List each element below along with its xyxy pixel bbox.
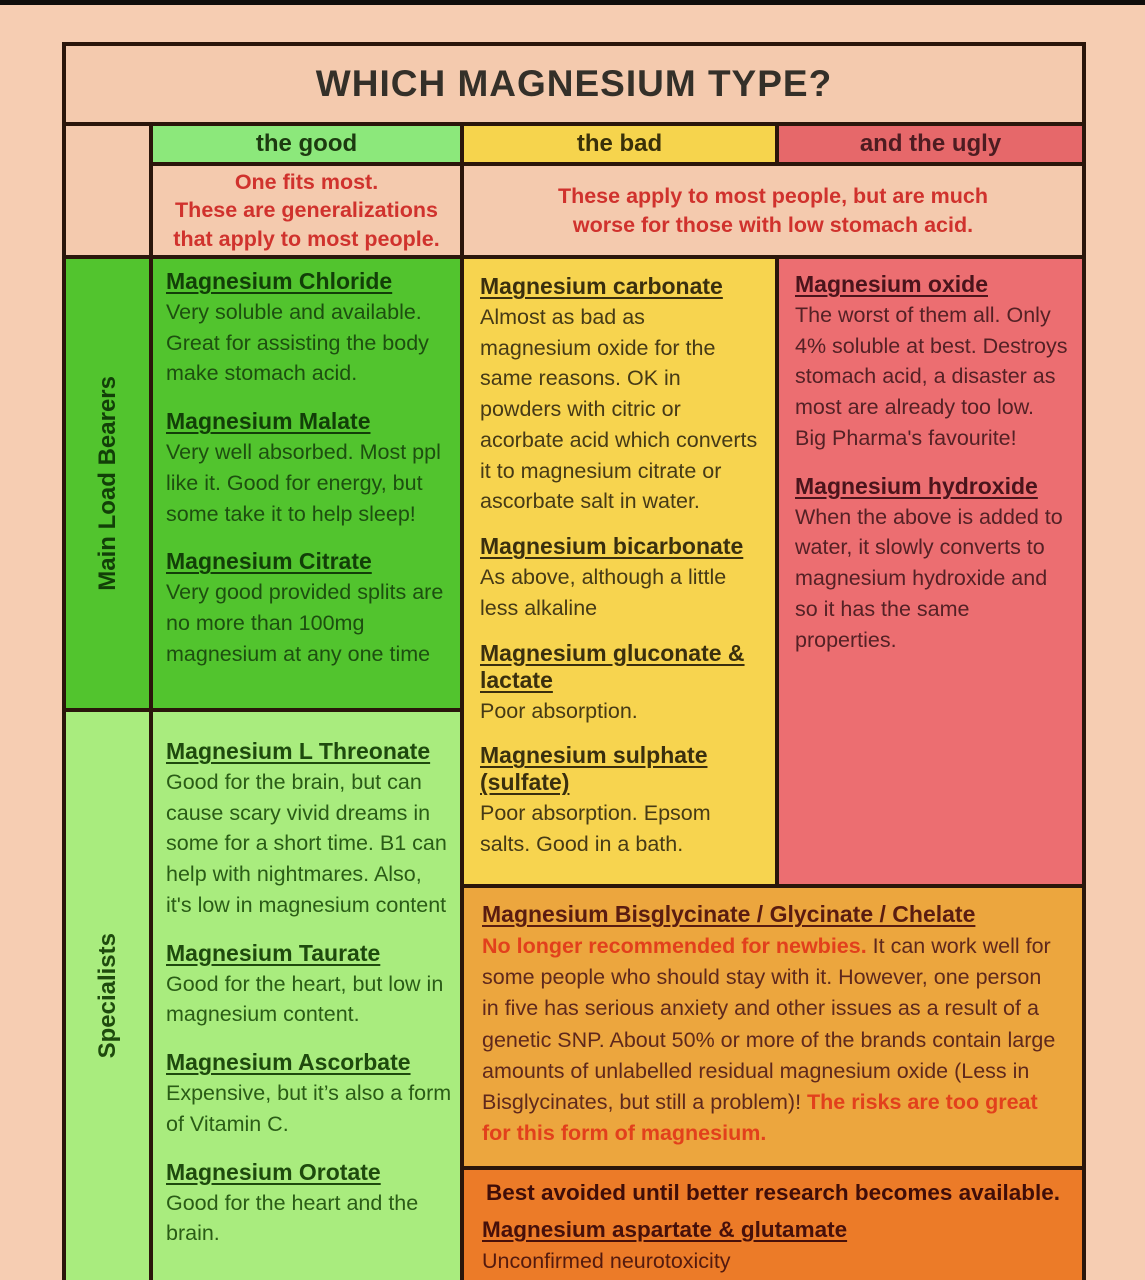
entry-description: No longer recommended for newbies. It ca…: [482, 931, 1064, 1149]
entry-description: Good for the brain, but can cause scary …: [166, 770, 447, 917]
entry-description: The worst of them all. Only 4% soluble a…: [795, 303, 1068, 450]
magnesium-entry: Magnesium Taurate Good for the heart, bu…: [166, 940, 452, 1030]
entry-description: As above, although a little less alkalin…: [480, 565, 727, 620]
entry-description: Almost as bad as magnesium oxide for the…: [480, 305, 758, 514]
magnesium-entry: Magnesium Citrate Very good provided spl…: [166, 548, 452, 669]
magnesium-entry: Magnesium sulphate (sulfate) Poor absorp…: [480, 742, 761, 859]
warning-text-tail: The risks are too great for this form of…: [482, 1089, 1038, 1146]
magnesium-entry: Magnesium Orotate Good for the heart and…: [166, 1159, 452, 1249]
entry-description: Poor absorption.: [480, 698, 638, 723]
entry-name: Magnesium Orotate: [166, 1158, 381, 1185]
body-text: It can work well for some people who sho…: [482, 934, 1056, 1114]
entry-name: Magnesium oxide: [795, 271, 988, 297]
magnesium-entry: Magnesium Chloride Very soluble and avai…: [166, 268, 452, 389]
cell-good-main-load-bearers: Magnesium Chloride Very soluble and avai…: [153, 259, 464, 712]
subheader-bad-ugly-note: These apply to most people, but are much…: [464, 166, 1082, 259]
magnesium-entry: Magnesium carbonate Almost as bad as mag…: [480, 273, 761, 517]
entry-description: Good for the heart, but low in magnesium…: [166, 971, 444, 1027]
entry-description: Unconfirmed neurotoxicity: [482, 1249, 731, 1273]
entry-name: Magnesium gluconate & lactate: [480, 639, 745, 693]
cell-and-the-ugly: Magnesium oxide The worst of them all. O…: [779, 259, 1082, 888]
entry-name: Magnesium Ascorbate: [166, 1049, 411, 1076]
column-header-the-good: the good: [153, 126, 464, 166]
corner-empty-cell: [66, 126, 153, 259]
entry-description: Very good provided splits are no more th…: [166, 580, 444, 666]
column-header-and-the-ugly: and the ugly: [779, 126, 1082, 166]
table-grid: the good the bad and the ugly One fits m…: [66, 126, 1082, 1280]
entry-name: Magnesium L Threonate: [166, 738, 431, 764]
entry-name: Magnesium Taurate: [166, 939, 381, 966]
entry-name: Magnesium hydroxide: [795, 472, 1038, 499]
avoid-heading: Best avoided until better research becom…: [486, 1180, 1060, 1205]
entry-name: Magnesium bicarbonate: [480, 533, 744, 560]
entry-name: Magnesium Citrate: [166, 548, 372, 575]
entry-name: Magnesium sulphate (sulfate): [480, 742, 708, 796]
entry-name: Magnesium Bisglycinate / Glycinate / Che…: [482, 901, 976, 927]
magnesium-entry: Magnesium oxide The worst of them all. O…: [795, 271, 1070, 454]
magnesium-entry: Magnesium Malate Very well absorbed. Mos…: [166, 408, 452, 529]
entry-name: Magnesium aspartate & glutamate: [482, 1217, 848, 1242]
page-title: WHICH MAGNESIUM TYPE?: [66, 46, 1082, 126]
entry-description: Good for the heart and the brain.: [166, 1190, 419, 1246]
column-header-the-bad: the bad: [464, 126, 779, 166]
cell-best-avoided: Best avoided until better research becom…: [464, 1170, 1082, 1280]
magnesium-infographic-table: WHICH MAGNESIUM TYPE? the good the bad a…: [62, 42, 1086, 1280]
cell-bisglycinate-warning: Magnesium Bisglycinate / Glycinate / Che…: [464, 888, 1082, 1170]
warning-text-lead: No longer recommended for newbies.: [482, 934, 867, 958]
entry-name: Magnesium Malate: [166, 408, 371, 435]
magnesium-entry: Magnesium bicarbonate As above, although…: [480, 533, 761, 623]
row-label-text: Specialists: [93, 933, 121, 1059]
entry-description: Very well absorbed. Most ppl like it. Go…: [166, 440, 441, 526]
entry-description: Expensive, but it’s also a form of Vitam…: [166, 1081, 452, 1136]
row-label-text: Main Load Bearers: [93, 376, 121, 591]
subheader-good-note: One fits most. These are generalizations…: [153, 166, 464, 259]
entry-description: Very soluble and available. Great for as…: [166, 300, 429, 386]
magnesium-entry: Magnesium Ascorbate Expensive, but it’s …: [166, 1049, 452, 1139]
magnesium-entry: Magnesium gluconate & lactate Poor absor…: [480, 640, 761, 727]
entry-name: Magnesium Chloride: [166, 268, 393, 294]
entry-description: Poor absorption. Epsom salts. Good in a …: [480, 801, 711, 857]
magnesium-entry: Magnesium hydroxide When the above is ad…: [795, 473, 1070, 656]
entry-description: When the above is added to water, it slo…: [795, 504, 1063, 652]
cell-the-bad: Magnesium carbonate Almost as bad as mag…: [464, 259, 779, 888]
row-label-specialists: Specialists: [66, 712, 153, 1280]
magnesium-entry: Magnesium L Threonate Good for the brain…: [166, 738, 452, 921]
cell-good-specialists: Magnesium L Threonate Good for the brain…: [153, 712, 464, 1280]
top-black-strip: [0, 0, 1145, 5]
entry-name: Magnesium carbonate: [480, 273, 723, 299]
row-label-main-load-bearers: Main Load Bearers: [66, 259, 153, 712]
